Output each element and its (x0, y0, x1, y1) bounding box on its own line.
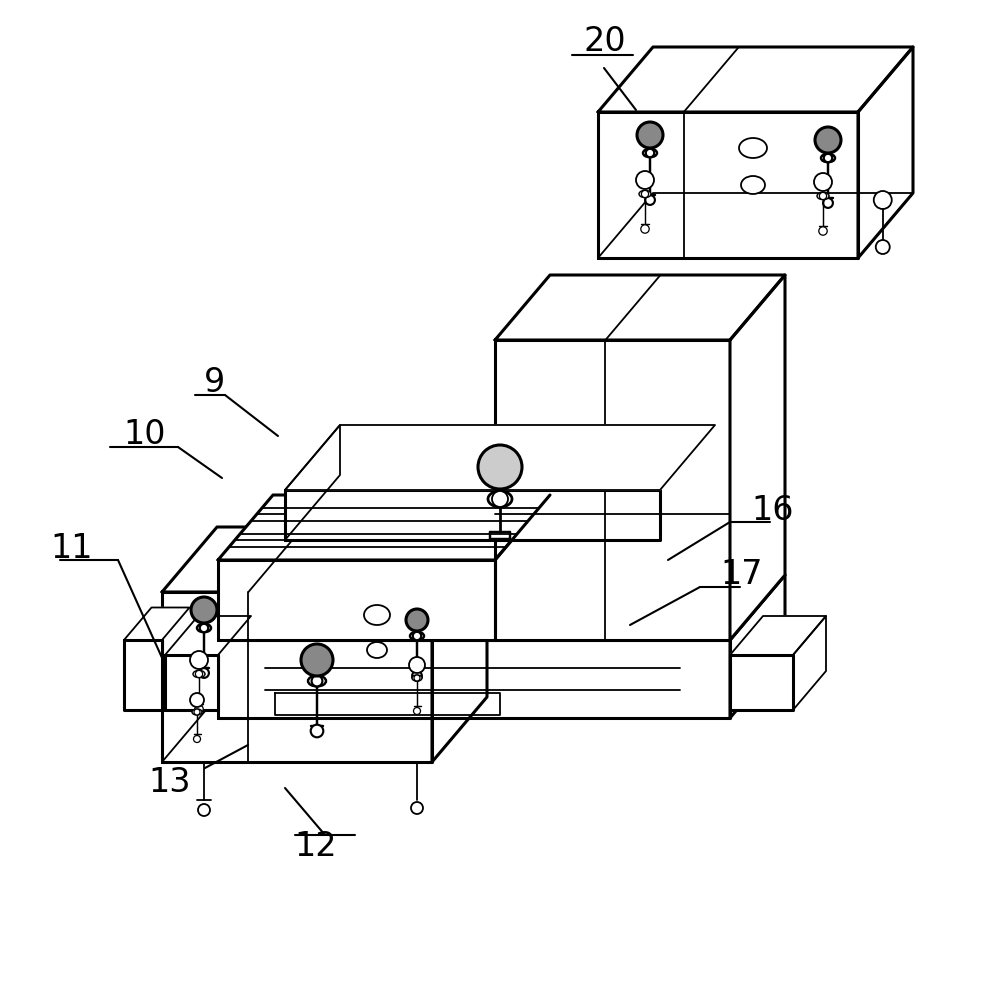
Text: 17: 17 (721, 558, 763, 592)
Polygon shape (598, 47, 913, 112)
Polygon shape (124, 608, 190, 640)
Circle shape (814, 173, 832, 191)
Circle shape (641, 191, 649, 198)
Polygon shape (598, 193, 913, 258)
Circle shape (311, 725, 323, 737)
Circle shape (824, 154, 832, 162)
Circle shape (414, 675, 420, 681)
Text: 9: 9 (204, 367, 226, 399)
Text: 11: 11 (51, 532, 93, 564)
Polygon shape (218, 560, 495, 640)
Polygon shape (598, 112, 858, 258)
Polygon shape (495, 275, 785, 340)
Polygon shape (285, 425, 715, 490)
Polygon shape (730, 616, 826, 655)
Ellipse shape (488, 491, 512, 507)
Text: 10: 10 (124, 419, 166, 452)
Ellipse shape (643, 149, 657, 157)
Ellipse shape (410, 631, 424, 640)
Circle shape (874, 191, 892, 209)
Circle shape (195, 671, 203, 678)
Polygon shape (730, 655, 793, 710)
Ellipse shape (817, 193, 829, 200)
Polygon shape (858, 47, 913, 258)
Circle shape (414, 707, 420, 714)
Circle shape (636, 171, 654, 189)
Circle shape (195, 704, 203, 713)
Circle shape (301, 644, 333, 676)
Polygon shape (165, 655, 218, 710)
Circle shape (191, 597, 217, 623)
Circle shape (411, 802, 423, 814)
Polygon shape (218, 640, 730, 718)
Circle shape (815, 127, 841, 153)
Circle shape (646, 149, 654, 157)
Text: 13: 13 (149, 766, 191, 798)
Circle shape (409, 657, 425, 673)
Polygon shape (162, 697, 487, 762)
Polygon shape (285, 425, 340, 540)
Text: 12: 12 (295, 831, 337, 864)
Ellipse shape (364, 605, 390, 625)
Circle shape (819, 193, 827, 200)
Polygon shape (432, 527, 487, 762)
Polygon shape (218, 575, 785, 640)
Circle shape (413, 631, 421, 640)
Circle shape (199, 668, 209, 678)
Circle shape (637, 122, 663, 148)
Circle shape (190, 693, 204, 707)
Circle shape (198, 804, 210, 816)
Circle shape (641, 225, 649, 233)
Polygon shape (793, 616, 826, 710)
Polygon shape (162, 592, 432, 762)
Circle shape (412, 671, 422, 681)
Circle shape (190, 651, 208, 669)
Circle shape (312, 676, 322, 687)
Circle shape (492, 491, 508, 507)
Circle shape (406, 609, 428, 631)
Polygon shape (124, 640, 162, 710)
Ellipse shape (639, 191, 651, 198)
Ellipse shape (192, 709, 202, 715)
Polygon shape (218, 495, 550, 560)
Circle shape (819, 227, 827, 235)
Polygon shape (495, 340, 730, 640)
Circle shape (194, 709, 200, 715)
Ellipse shape (308, 676, 326, 687)
Ellipse shape (821, 154, 835, 162)
Polygon shape (165, 616, 251, 655)
Polygon shape (730, 275, 785, 640)
Circle shape (876, 240, 890, 254)
Circle shape (194, 735, 200, 743)
Ellipse shape (739, 138, 767, 158)
Circle shape (478, 445, 522, 489)
Text: 16: 16 (752, 493, 794, 527)
Ellipse shape (741, 176, 765, 194)
Ellipse shape (193, 671, 205, 678)
Ellipse shape (367, 642, 387, 658)
Ellipse shape (197, 623, 211, 632)
Circle shape (645, 195, 655, 205)
Polygon shape (162, 527, 487, 592)
Ellipse shape (412, 675, 422, 681)
Circle shape (200, 623, 208, 632)
Polygon shape (730, 575, 785, 718)
Circle shape (823, 199, 833, 207)
Polygon shape (285, 490, 660, 540)
Text: 20: 20 (584, 26, 626, 58)
